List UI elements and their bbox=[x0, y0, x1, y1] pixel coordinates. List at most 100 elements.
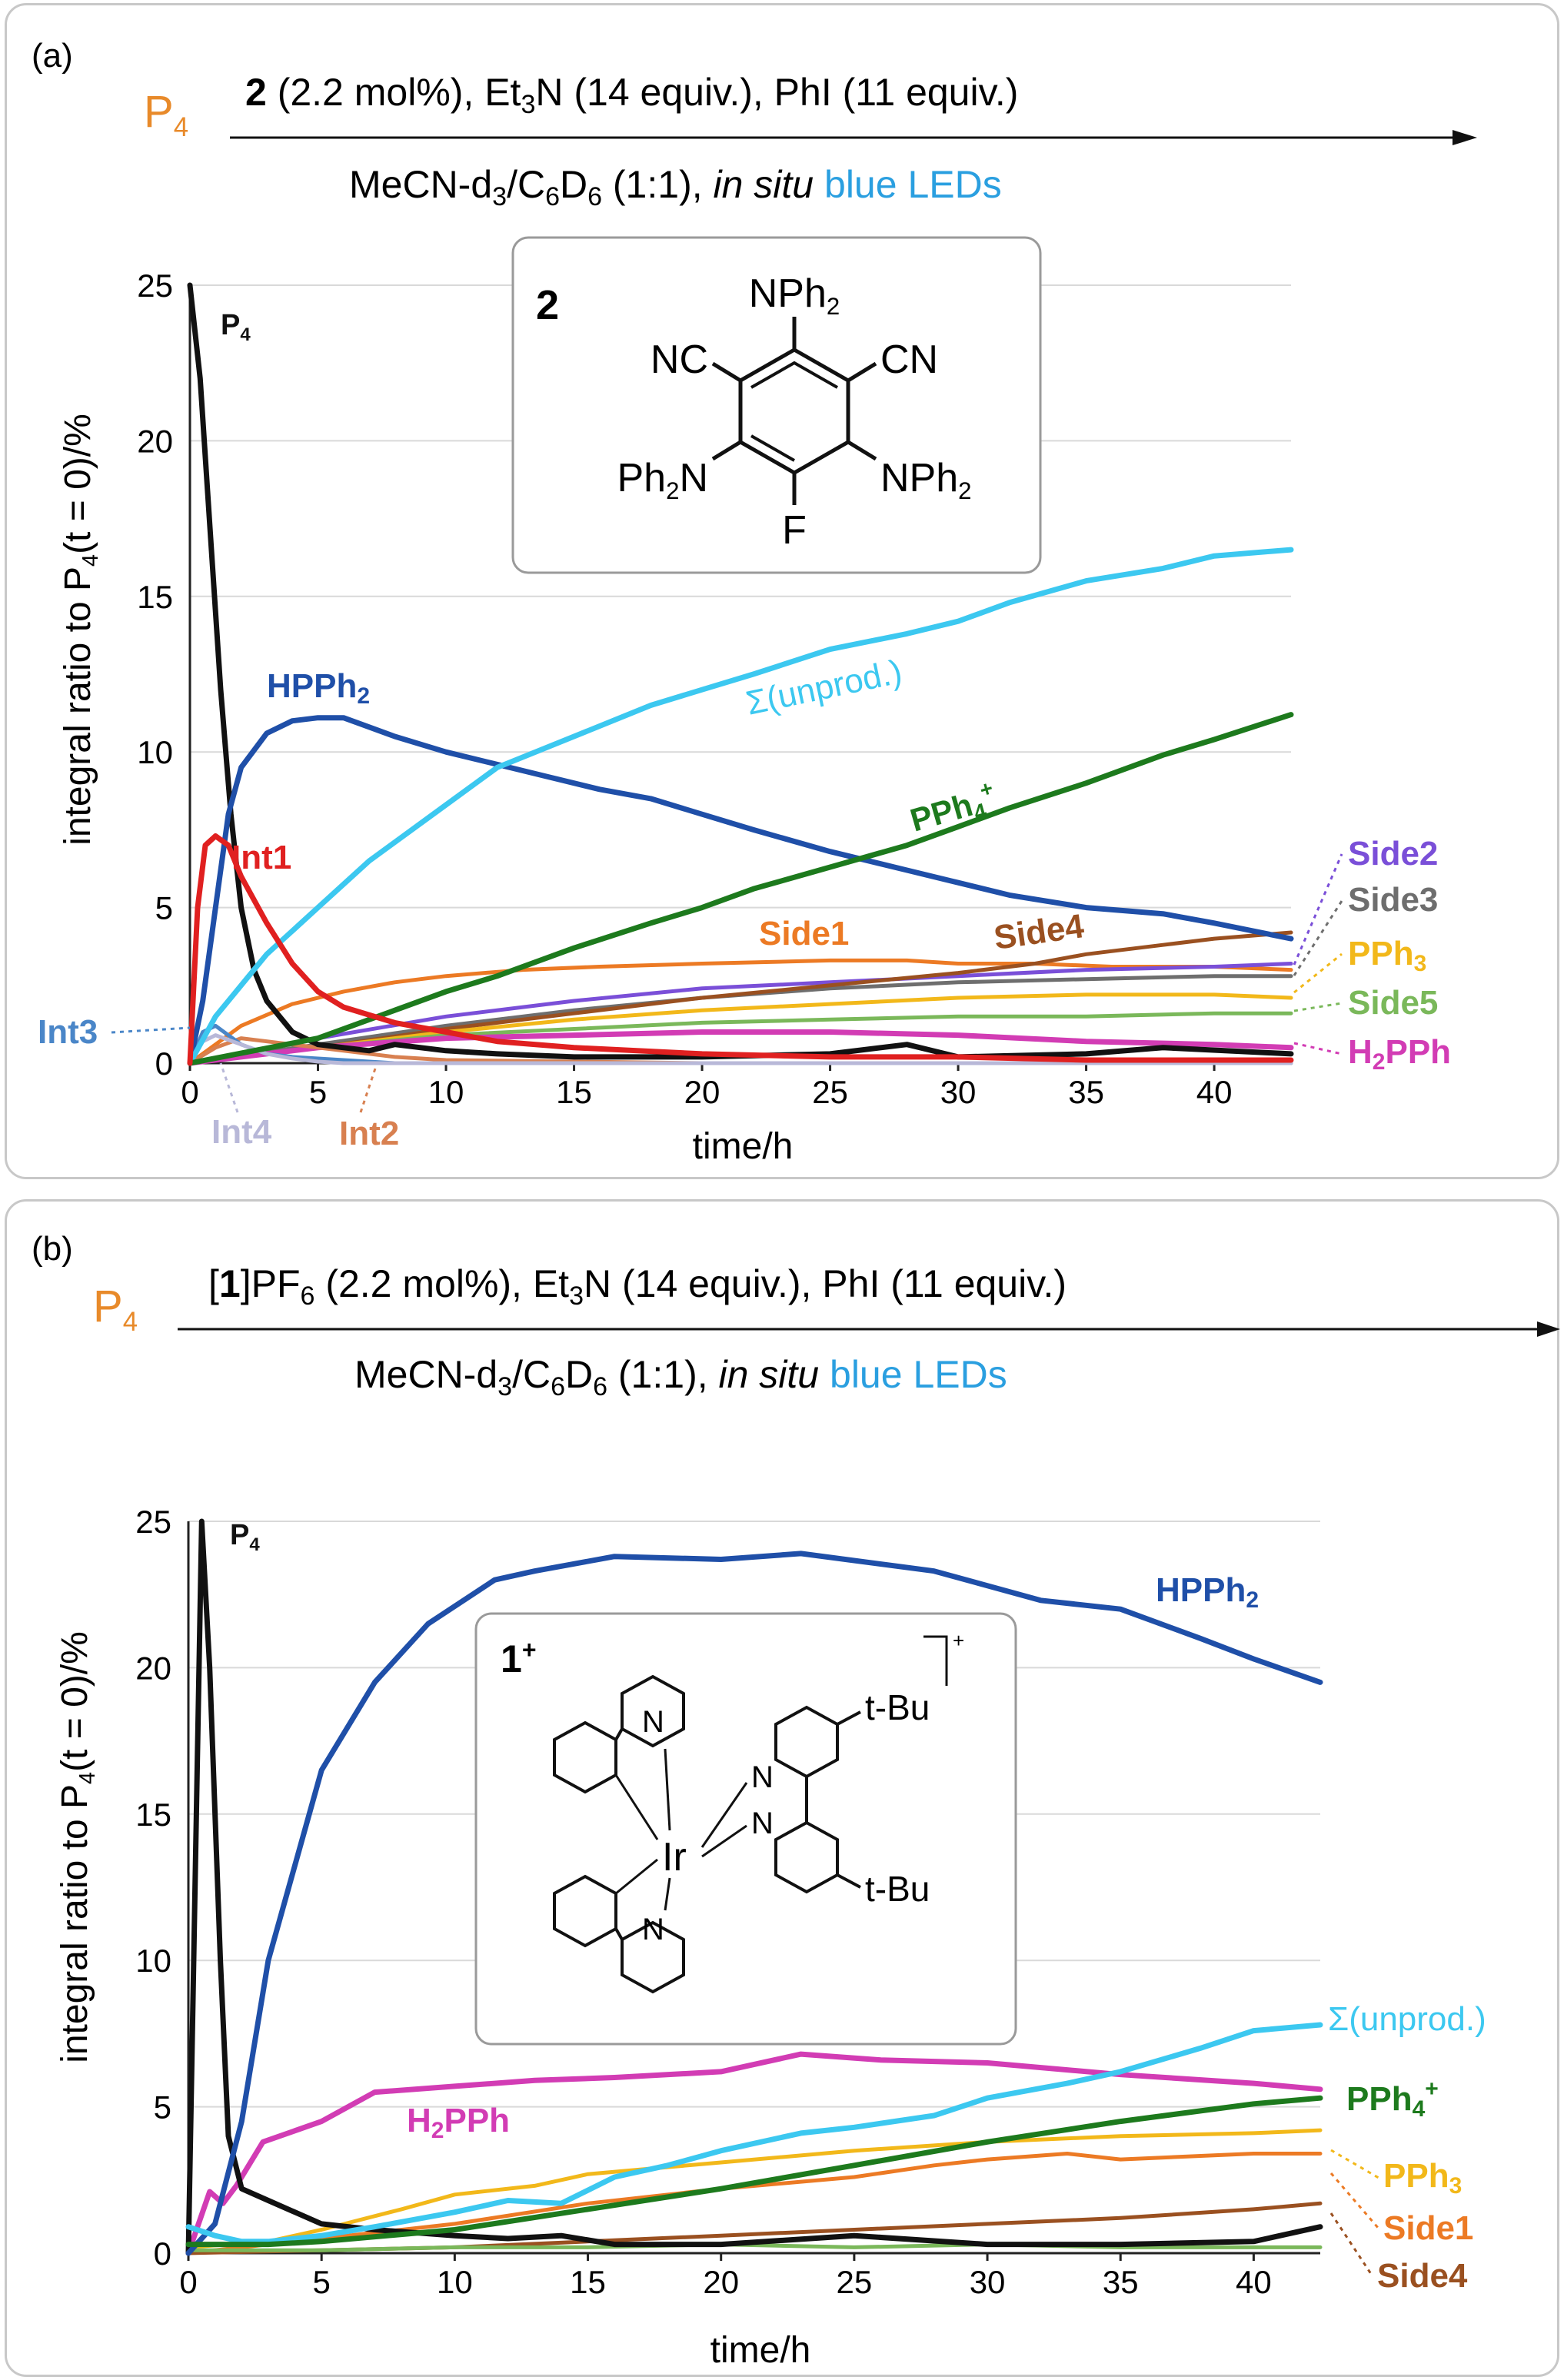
x-tick-label: 10 bbox=[437, 2264, 473, 2300]
x-tick-label: 20 bbox=[703, 2264, 739, 2300]
svg-text:NPh2: NPh2 bbox=[880, 456, 972, 504]
y-tick-label: 10 bbox=[135, 1943, 171, 1979]
label-side2-a: Side2 bbox=[1348, 835, 1438, 873]
series-line-pph3 bbox=[186, 2128, 1323, 2249]
x-tick-label: 35 bbox=[1103, 2264, 1139, 2300]
y-axis-label-b: integral ratio to P4(t = 0)/% bbox=[55, 1631, 100, 2063]
label-int4-a: Int4 bbox=[211, 1113, 272, 1151]
svg-text:N: N bbox=[751, 1760, 774, 1794]
series-line-unprod bbox=[187, 547, 1294, 1066]
label-side3-a: Side3 bbox=[1348, 881, 1438, 919]
y-tick-label: 15 bbox=[135, 1797, 171, 1833]
reactant-p4-a: P4 bbox=[144, 87, 188, 142]
svg-text:Ir: Ir bbox=[662, 1835, 687, 1880]
label-p4-b: P4 bbox=[230, 1519, 260, 1555]
svg-text:t-Bu: t-Bu bbox=[865, 1869, 930, 1909]
axes-b: 0 5 10 15 20 25 0 5 10 15 20 25 30 35 40 bbox=[135, 1504, 1320, 2300]
svg-text:F: F bbox=[782, 508, 807, 553]
panel-a: (a) P4 2 (2.2 mol%), Et3N (14 equiv.), P… bbox=[5, 3, 1559, 1179]
label-int2-a: Int2 bbox=[339, 1115, 399, 1152]
svg-text:+: + bbox=[953, 1629, 964, 1652]
label-h2pph-b: H2PPh bbox=[407, 2102, 510, 2143]
label-pph4-b: PPh4+ bbox=[1346, 2076, 1439, 2122]
label-side4-a: Side4 bbox=[992, 907, 1087, 957]
x-tick-label: 15 bbox=[570, 2264, 606, 2300]
catalyst-1-inset: 1+ + Ir N N N N t-Bu t-Bu bbox=[474, 1612, 1017, 2046]
conditions-bottom-b: MeCN-d3/C6D6 (1:1), in situ blue LEDs bbox=[354, 1353, 1007, 1401]
catalyst-label-2: 2 bbox=[536, 282, 559, 328]
series-line-h2pph bbox=[187, 1029, 1294, 1066]
chart-a: (a) P4 2 (2.2 mol%), Et3N (14 equiv.), P… bbox=[32, 37, 1477, 1167]
label-h2pph-a: H2PPh bbox=[1348, 1033, 1451, 1075]
y-tick-label: 5 bbox=[154, 2089, 171, 2126]
label-hpph2-b: HPPh2 bbox=[1156, 1571, 1259, 1613]
conditions-bottom-a: MeCN-d3/C6D6 (1:1), in situ blue LEDs bbox=[349, 163, 1002, 211]
label-int3-a: Int3 bbox=[38, 1013, 98, 1051]
y-tick-label: 15 bbox=[137, 579, 173, 615]
x-axis-label-a: time/h bbox=[693, 1126, 794, 1167]
y-tick-label: 20 bbox=[137, 423, 173, 459]
series-line-side5 bbox=[186, 2242, 1323, 2252]
label-unprod-b: Σ(unprod.) bbox=[1328, 2000, 1486, 2038]
x-tick-label: 5 bbox=[309, 1074, 327, 1110]
x-axis-label-b: time/h bbox=[710, 2330, 811, 2371]
series-a bbox=[187, 282, 1294, 1066]
series-line-int1 bbox=[187, 833, 1294, 1066]
label-p4-a: P4 bbox=[221, 309, 251, 345]
x-tick-label: 25 bbox=[837, 2264, 873, 2300]
catalyst-2-inset: 2 NPh2 NC CN Ph2N NPh2 F bbox=[511, 236, 1042, 574]
label-pph4-a: PPh4+ bbox=[905, 776, 1001, 842]
series-line-unprod bbox=[185, 2022, 1323, 2245]
svg-text:NPh2: NPh2 bbox=[749, 271, 840, 320]
series-line-hpph2 bbox=[187, 715, 1294, 1066]
label-side1-a: Side1 bbox=[759, 915, 849, 952]
label-side1-b: Side1 bbox=[1383, 2209, 1473, 2247]
x-tick-label: 10 bbox=[428, 1074, 464, 1110]
label-pph3-a: PPh3 bbox=[1348, 935, 1426, 976]
panel-label-b: (b) bbox=[32, 1230, 73, 1268]
x-tick-label: 30 bbox=[940, 1074, 977, 1110]
y-tick-label: 25 bbox=[135, 1504, 171, 1540]
x-tick-label: 15 bbox=[556, 1074, 592, 1110]
x-tick-label: 20 bbox=[684, 1074, 720, 1110]
x-tick-label: 0 bbox=[181, 1074, 198, 1110]
label-pph3-b: PPh3 bbox=[1383, 2157, 1462, 2199]
x-tick-label: 30 bbox=[970, 2264, 1006, 2300]
series-line-side4 bbox=[188, 930, 1293, 1065]
x-tick-label: 35 bbox=[1068, 1074, 1104, 1110]
y-axis-label-a: integral ratio to P4(t = 0)/% bbox=[58, 414, 103, 846]
x-tick-label: 0 bbox=[179, 2264, 197, 2300]
series-line-pph4 bbox=[185, 2095, 1323, 2248]
series-line-pph4 bbox=[187, 712, 1294, 1066]
arrowhead-b bbox=[1537, 1321, 1560, 1337]
series-line-side1 bbox=[188, 958, 1293, 1065]
panel-label-a: (a) bbox=[32, 37, 73, 75]
svg-text:CN: CN bbox=[880, 337, 938, 382]
svg-text:N: N bbox=[751, 1807, 774, 1840]
series-line-int4 bbox=[188, 1033, 1293, 1065]
y-tick-label: 20 bbox=[135, 1650, 171, 1686]
x-tick-label: 40 bbox=[1196, 1074, 1233, 1110]
label-side4-b: Side4 bbox=[1377, 2257, 1468, 2295]
x-tick-label: 25 bbox=[812, 1074, 848, 1110]
reactant-p4-b: P4 bbox=[93, 1281, 138, 1337]
y-tick-label: 10 bbox=[137, 734, 173, 770]
y-tick-label: 25 bbox=[137, 268, 173, 304]
svg-text:Ph2N: Ph2N bbox=[617, 456, 708, 504]
series-line-h2pph bbox=[185, 2051, 1323, 2256]
leaders-b bbox=[1329, 2149, 1380, 2277]
x-tick-label: 40 bbox=[1236, 2264, 1272, 2300]
conditions-top-b: [1]PF6 (2.2 mol%), Et3N (14 equiv.), PhI… bbox=[208, 1262, 1067, 1311]
conditions-top-a: 2 (2.2 mol%), Et3N (14 equiv.), PhI (11 … bbox=[245, 71, 1018, 119]
panel-b: (b) P4 [1]PF6 (2.2 mol%), Et3N (14 equiv… bbox=[5, 1199, 1560, 2377]
series-line-p4 bbox=[187, 282, 1294, 1060]
label-unprod-a: Σ(unprod.) bbox=[743, 653, 905, 723]
x-tick-label: 5 bbox=[312, 2264, 330, 2300]
svg-text:N: N bbox=[642, 1705, 664, 1739]
leaders-a bbox=[111, 853, 1343, 1113]
svg-text:NC: NC bbox=[651, 337, 708, 382]
y-tick-label: 0 bbox=[154, 2235, 171, 2272]
series-line-side1 bbox=[186, 2152, 1323, 2255]
series-line-p4 bbox=[185, 1518, 1323, 2256]
svg-text:t-Bu: t-Bu bbox=[865, 1687, 930, 1727]
